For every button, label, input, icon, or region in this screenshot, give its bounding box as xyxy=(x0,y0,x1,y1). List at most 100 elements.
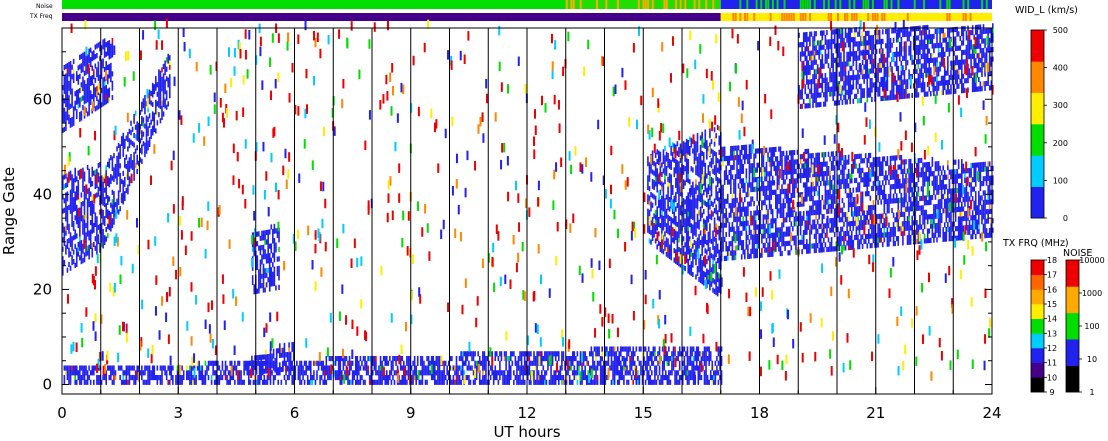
data-cell xyxy=(765,247,768,253)
data-cell xyxy=(706,249,708,255)
data-cell xyxy=(894,179,896,185)
data-cell xyxy=(883,227,886,233)
data-cell xyxy=(91,252,94,258)
data-cell xyxy=(715,194,717,201)
data-cell xyxy=(103,173,106,179)
data-cell xyxy=(91,79,94,86)
data-cell xyxy=(688,203,691,209)
data-cell xyxy=(919,205,921,211)
data-cell xyxy=(809,79,811,85)
data-cell xyxy=(833,81,836,87)
data-cell xyxy=(857,239,859,245)
data-cell xyxy=(982,228,985,234)
data-cell xyxy=(79,97,81,103)
data-cell xyxy=(838,179,841,185)
data-cell xyxy=(656,211,659,217)
data-cell xyxy=(753,201,755,207)
data-cell xyxy=(874,176,876,182)
data-cell xyxy=(864,30,867,37)
data-cell xyxy=(676,169,679,175)
data-cell xyxy=(713,207,716,214)
data-cell xyxy=(866,219,869,225)
data-cell xyxy=(759,209,762,216)
data-cell xyxy=(886,43,889,49)
data-cell xyxy=(892,198,895,204)
data-cell xyxy=(712,211,714,217)
data-cell xyxy=(111,38,114,44)
data-cell xyxy=(72,201,75,208)
data-cell xyxy=(675,158,677,165)
data-cell xyxy=(94,179,97,185)
data-cell xyxy=(895,80,898,86)
data-cell xyxy=(860,220,862,226)
data-cell xyxy=(262,282,265,288)
data-cell xyxy=(852,51,855,57)
data-cell xyxy=(82,177,84,183)
data-cell xyxy=(150,128,152,135)
data-cell xyxy=(992,218,994,224)
data-cell xyxy=(886,241,889,247)
data-cell xyxy=(82,186,84,192)
data-cell xyxy=(895,217,898,223)
data-cell xyxy=(931,180,934,186)
data-cell xyxy=(818,233,820,239)
data-cell xyxy=(116,203,118,209)
data-cell xyxy=(63,183,66,190)
data-cell xyxy=(770,180,772,186)
data-cell xyxy=(878,81,881,88)
data-cell xyxy=(68,61,70,68)
data-cell xyxy=(888,203,890,209)
data-cell xyxy=(96,225,98,231)
data-cell xyxy=(162,87,165,93)
data-cell xyxy=(736,221,738,227)
data-cell xyxy=(72,115,75,122)
data-cell xyxy=(99,185,101,191)
data-cell xyxy=(653,194,655,200)
data-cell xyxy=(804,65,807,71)
data-cell xyxy=(678,170,680,177)
data-cell xyxy=(837,212,839,218)
data-cell xyxy=(936,175,938,181)
data-cell xyxy=(819,49,822,55)
data-cell xyxy=(648,195,651,201)
data-cell xyxy=(909,83,912,89)
data-cell xyxy=(759,176,762,182)
data-cell xyxy=(88,249,90,255)
data-cell xyxy=(807,248,810,254)
data-cell xyxy=(846,211,848,218)
data-cell xyxy=(687,268,690,274)
data-cell xyxy=(699,254,702,260)
data-cell xyxy=(765,161,768,168)
data-cell xyxy=(968,220,971,226)
data-cell xyxy=(668,249,671,255)
data-cell xyxy=(866,73,869,79)
data-cell xyxy=(68,71,70,77)
data-cell xyxy=(881,165,884,172)
data-cell xyxy=(815,214,817,220)
data-cell xyxy=(850,27,853,33)
data-cell xyxy=(905,31,907,37)
data-cell xyxy=(826,30,828,36)
data-cell xyxy=(858,229,861,235)
data-cell xyxy=(781,241,783,247)
data-cell xyxy=(664,169,666,175)
data-cell xyxy=(778,194,780,200)
data-cell xyxy=(102,219,104,225)
data-cell xyxy=(262,254,265,260)
data-cell xyxy=(902,89,904,95)
data-cell xyxy=(99,162,101,168)
data-cell xyxy=(654,167,657,173)
data-cell xyxy=(945,212,948,218)
data-cell xyxy=(988,208,991,215)
data-cell xyxy=(111,161,114,167)
data-cell xyxy=(88,72,90,78)
data-cell xyxy=(909,55,912,61)
data-cell xyxy=(715,190,717,196)
data-cell xyxy=(883,184,886,191)
data-cell xyxy=(659,241,662,248)
data-cell xyxy=(871,166,873,173)
data-cell xyxy=(716,248,719,254)
data-cell xyxy=(928,199,931,206)
data-cell xyxy=(770,151,772,158)
data-cell xyxy=(702,275,705,281)
